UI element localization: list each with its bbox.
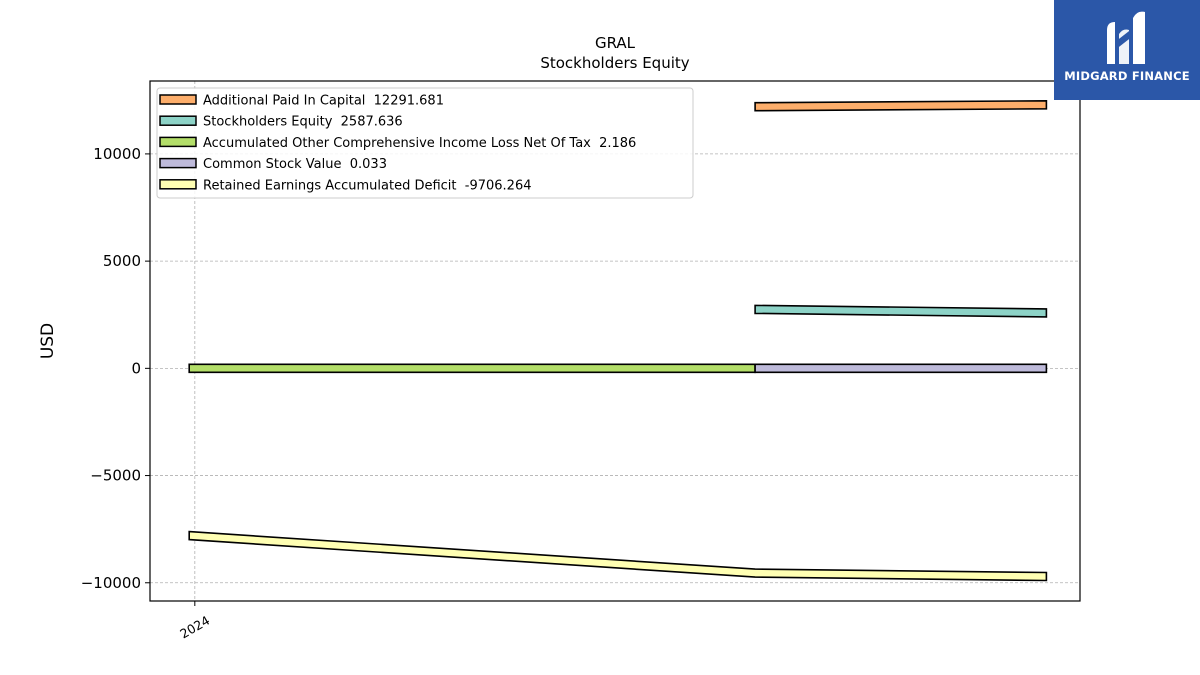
series-band-3 <box>754 363 1048 374</box>
legend-label-3: Common Stock Value 0.033 <box>203 157 387 172</box>
plot-frame <box>149 80 1081 602</box>
legend-label-0: Additional Paid In Capital 12291.681 <box>203 94 444 109</box>
legend-box <box>156 87 694 199</box>
legend-swatch-0 <box>159 94 197 105</box>
brand-name: MIDGARD FINANCE <box>1064 69 1190 83</box>
legend-label-4: Retained Earnings Accumulated Deficit -9… <box>203 178 532 193</box>
legend-swatch-4 <box>159 179 197 190</box>
y-tick-label-2: 0 <box>131 359 141 377</box>
legend-swatch-1 <box>159 115 197 126</box>
y-tick-label-4: −10000 <box>81 574 141 592</box>
y-tick-label-0: 10000 <box>93 145 141 163</box>
y-tick-label-1: 5000 <box>103 252 141 270</box>
series-band-0 <box>754 99 1048 112</box>
legend-label-2: Accumulated Other Comprehensive Income L… <box>203 136 636 151</box>
legend: Additional Paid In Capital 12291.681 Stoc… <box>156 87 694 199</box>
chart-subtitle: Stockholders Equity <box>540 54 689 72</box>
brand-logo: MIDGARD FINANCE <box>1054 0 1200 100</box>
legend-label-1: Stockholders Equity 2587.636 <box>203 115 403 130</box>
series-band-4 <box>188 530 1048 582</box>
y-axis-label: USD <box>38 323 58 359</box>
y-tick-label-3: −5000 <box>90 467 141 485</box>
axis-ticks: 10000 5000 0 −5000 −10000 2024 <box>81 145 213 642</box>
series-band-2 <box>188 363 756 374</box>
legend-swatch-3 <box>159 157 197 169</box>
x-tick-label-0: 2024 <box>177 613 212 642</box>
series-band-1 <box>754 304 1048 318</box>
midgard-logo-icon <box>1107 11 1145 65</box>
legend-swatch-2 <box>159 136 197 148</box>
chart-title: GRAL <box>595 34 636 52</box>
series-layer <box>188 99 1048 582</box>
